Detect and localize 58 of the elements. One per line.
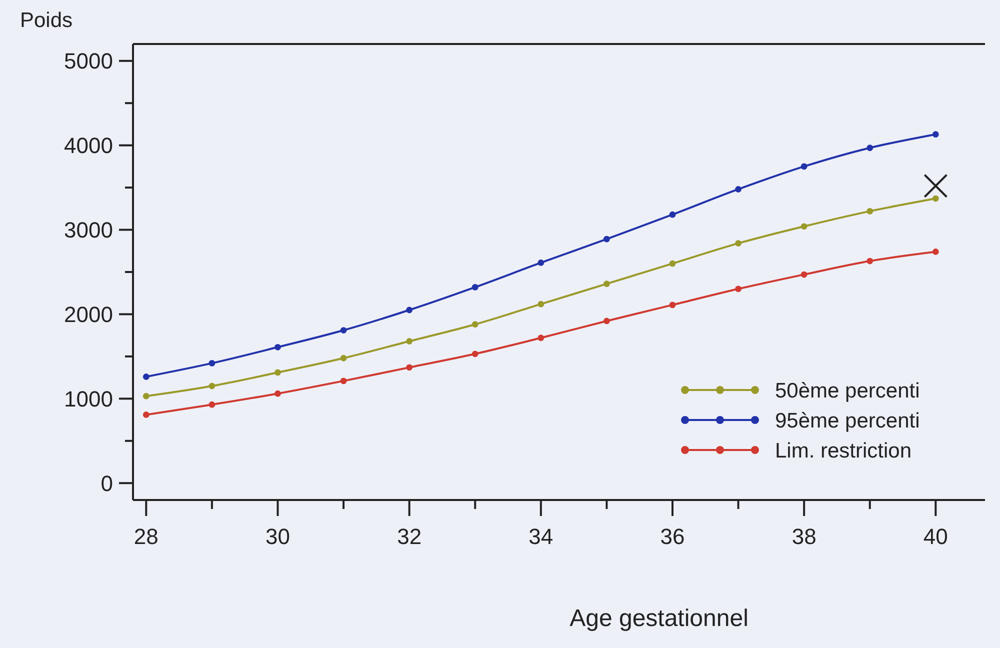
point [208, 401, 216, 408]
point [142, 392, 150, 400]
point [472, 350, 478, 358]
point [924, 174, 948, 198]
legend-label: 95ème percenti [775, 409, 920, 432]
point [538, 260, 544, 266]
point [274, 390, 281, 397]
point [538, 334, 544, 342]
point [208, 360, 216, 366]
point [932, 195, 939, 202]
point [735, 186, 742, 192]
x-tick-label: 36 [660, 524, 685, 549]
point [669, 260, 676, 267]
point [932, 248, 939, 255]
y-tick-label: 3000 [64, 217, 113, 242]
x-axis-title: Age gestationnel [570, 605, 748, 632]
point [142, 412, 150, 418]
legend-label: 50ème percenti [775, 379, 920, 402]
point [340, 378, 347, 384]
point [208, 382, 216, 390]
point [800, 163, 808, 170]
point [274, 344, 281, 350]
point [800, 271, 808, 278]
point [866, 208, 874, 214]
y-tick-label: 0 [100, 470, 113, 496]
point [735, 240, 742, 246]
point [472, 284, 478, 290]
legend-label: Lim. restriction [775, 439, 912, 462]
point [669, 302, 676, 308]
point [932, 131, 939, 138]
point [538, 300, 544, 308]
y-tick-label: 5000 [64, 48, 113, 74]
point [406, 364, 413, 371]
x-tick-label: 40 [923, 524, 948, 549]
point [604, 318, 610, 324]
y-tick-label: 1000 [64, 386, 113, 412]
x-tick-label: 30 [266, 524, 290, 549]
point [340, 354, 347, 362]
x-tick-label: 32 [397, 524, 422, 549]
point [866, 258, 874, 264]
point [340, 327, 347, 334]
x-tick-label: 38 [792, 524, 816, 549]
x-tick-label: 34 [528, 524, 554, 549]
point [604, 280, 610, 288]
point [142, 374, 150, 380]
y-axis-title: Poids [20, 9, 73, 32]
point [735, 286, 742, 292]
point [669, 211, 676, 218]
point [274, 369, 281, 376]
y-tick-label: 4000 [64, 133, 113, 158]
y-tick-label: 2000 [64, 302, 113, 327]
point [866, 144, 874, 152]
point [406, 306, 413, 314]
point [406, 338, 413, 344]
point [604, 236, 610, 242]
x-tick-label: 28 [134, 524, 158, 549]
point [800, 223, 808, 230]
point [472, 321, 478, 328]
